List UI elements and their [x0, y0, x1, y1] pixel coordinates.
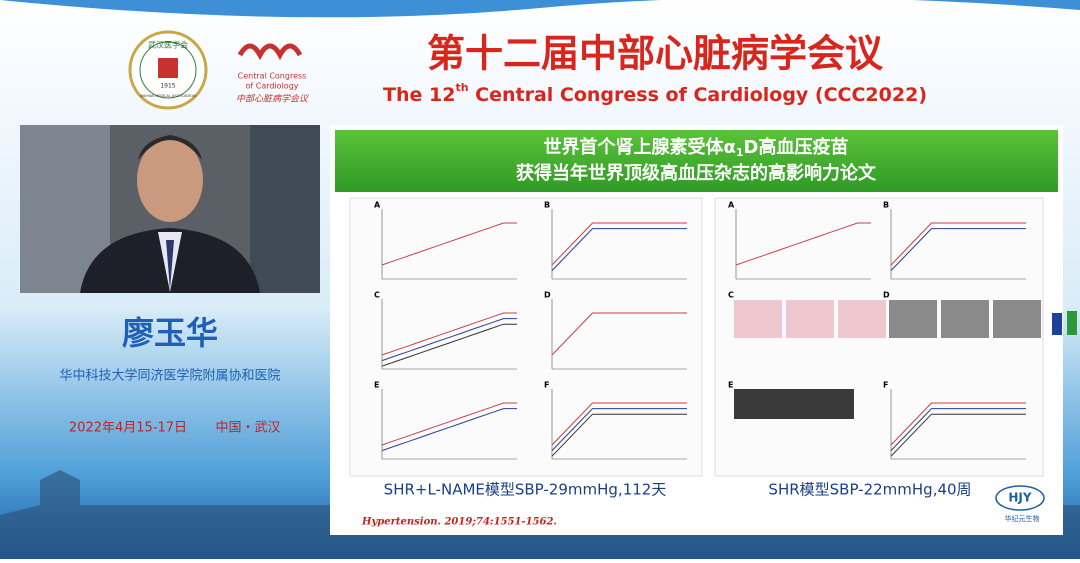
- speaker-video: [20, 125, 320, 293]
- panel-label: F: [544, 381, 549, 390]
- speaker-name: 廖玉华: [122, 314, 218, 352]
- slide-title: 获得当年世界顶级高血压杂志的高影响力论文: [516, 162, 877, 184]
- panel-label: C: [374, 291, 380, 300]
- logo-mark: HJY: [1008, 491, 1032, 505]
- event-date: 2022年4月15-17日: [69, 421, 187, 436]
- speaker-affiliation: 华中科技大学同济医学院附属协和医院: [59, 368, 280, 384]
- event-place: 中国・武汉: [215, 421, 280, 436]
- figure-line: [381, 408, 517, 452]
- figure-line: [551, 408, 687, 451]
- mini-bar: [1052, 313, 1062, 335]
- figure-line: [381, 323, 517, 367]
- logo-text: Central Congress: [238, 72, 307, 81]
- title-part: D高血压疫苗: [744, 136, 849, 158]
- logo-text: 1915: [160, 83, 175, 90]
- figure-line: [551, 228, 687, 271]
- subtitle-sup: th: [455, 81, 468, 94]
- figure-line: [551, 402, 687, 446]
- title-sub: 1: [736, 146, 744, 159]
- panel-label: D: [544, 291, 551, 300]
- panel-label: B: [544, 201, 550, 210]
- caption: SHR模型SBP-22mmHg,40周: [768, 481, 971, 499]
- panel-label: A: [728, 201, 735, 210]
- panel-label: F: [883, 381, 888, 390]
- logo-text: of Cardiology: [245, 82, 298, 91]
- logo-name: 华纪元生物: [1005, 514, 1040, 523]
- micrograph: [734, 300, 782, 338]
- logo-left: 武汉医学会 1915 WUHAN MEDICAL ASSOCIATION: [128, 30, 208, 110]
- panel-label: E: [728, 381, 733, 390]
- figure-line: [551, 312, 687, 356]
- figure-line: [381, 222, 517, 266]
- micrograph: [889, 300, 937, 338]
- micrograph: [786, 300, 834, 338]
- figure-line: [735, 222, 871, 266]
- figure-line: [890, 402, 1026, 446]
- title-part: 世界首个肾上腺素受体α: [544, 136, 736, 158]
- figure-line: [890, 222, 1026, 266]
- figure-line: [381, 312, 517, 356]
- figure-line: [551, 413, 687, 457]
- panel-label: D: [883, 291, 890, 300]
- logo-text: 中部心脏病学会议: [236, 94, 309, 105]
- panel-label: A: [374, 201, 381, 210]
- figure-line: [890, 408, 1026, 451]
- slide-title-band: [335, 130, 1058, 192]
- slide-title: 世界首个肾上腺素受体α1D高血压疫苗: [544, 136, 849, 159]
- mini-bar: [1067, 311, 1077, 335]
- subtitle-part: The 12: [383, 84, 455, 106]
- micrograph: [838, 300, 886, 338]
- panel-label: C: [728, 291, 734, 300]
- logo-right: Central Congress of Cardiology 中部心脏病学会议: [236, 43, 309, 105]
- caption: SHR+L-NAME模型SBP-29mmHg,112天: [384, 481, 667, 499]
- figure-line: [381, 318, 517, 362]
- panel-label: E: [374, 381, 379, 390]
- hjy-logo: [995, 485, 1045, 511]
- micrograph: [941, 300, 989, 338]
- logo-text: 武汉医学会: [148, 40, 188, 50]
- figure-line: [890, 413, 1026, 457]
- figure-left: [349, 197, 703, 477]
- logo-text: WUHAN MEDICAL ASSOCIATION: [140, 94, 196, 98]
- micrograph: [993, 300, 1041, 338]
- figure-line: [890, 228, 1026, 271]
- figure-line: [381, 402, 517, 446]
- conference-title: 第十二届中部心脏病学会议: [427, 31, 884, 76]
- figure-line: [551, 222, 687, 266]
- top-wave: [0, 0, 1080, 18]
- conference-subtitle: The 12th Central Congress of Cardiology …: [383, 81, 927, 106]
- subtitle-part: Central Congress of Cardiology (CCC2022): [469, 84, 927, 106]
- echo: [734, 389, 854, 419]
- citation: Hypertension. 2019;74:1551-1562.: [361, 517, 557, 528]
- panel-label: B: [883, 201, 889, 210]
